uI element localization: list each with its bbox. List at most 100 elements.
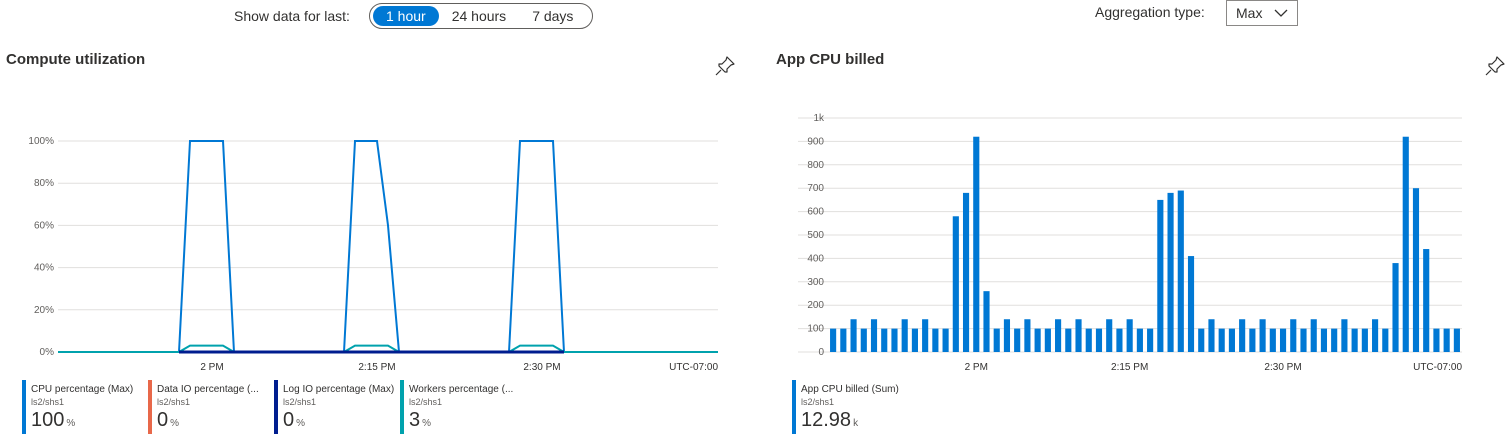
- y-tick-label: 500: [807, 230, 824, 241]
- pin-icon[interactable]: [714, 55, 736, 77]
- bar: [1003, 319, 1011, 352]
- bar: [1075, 319, 1082, 352]
- y-tick-label: 800: [807, 160, 824, 171]
- legend-color-swatch: [792, 380, 796, 434]
- legend-resource: ls2/shs1: [157, 397, 191, 407]
- bar: [1412, 188, 1420, 352]
- legend-resource: ls2/shs1: [801, 397, 835, 407]
- bar: [962, 192, 970, 352]
- x-tick-label: 2 PM: [965, 362, 988, 373]
- bar: [1402, 136, 1409, 352]
- y-tick-label: 700: [807, 183, 824, 194]
- legend-value: 3%: [409, 409, 432, 431]
- bar: [942, 328, 949, 352]
- legend-color-swatch: [400, 380, 404, 434]
- legend-series-name: Log IO percentage (Max): [283, 384, 395, 395]
- y-tick-label: 80%: [34, 178, 54, 189]
- bar: [1085, 328, 1092, 352]
- bar: [1228, 328, 1235, 352]
- bar: [840, 328, 847, 352]
- legend-resource: ls2/shs1: [31, 397, 65, 407]
- bar: [932, 328, 939, 352]
- bar: [850, 319, 857, 352]
- bar: [1372, 319, 1379, 352]
- chevron-down-icon: [1274, 9, 1288, 17]
- pin-icon[interactable]: [1484, 55, 1506, 77]
- compute-utilization-chart: 0% 20% 40% 60% 80% 100% 2 PM 2:15 PM 2:30 PM UTC-…: [28, 136, 718, 373]
- bar: [1218, 328, 1225, 352]
- y-tick-label: 400: [807, 253, 824, 264]
- bar: [1147, 328, 1154, 352]
- bar: [1392, 263, 1399, 352]
- bar: [830, 328, 837, 352]
- y-tick-label: 0: [818, 347, 824, 358]
- bar: [1167, 192, 1174, 352]
- bar: [911, 328, 918, 352]
- x-tick-label: 2 PM: [200, 362, 223, 373]
- legend-series-name: Workers percentage (...: [409, 384, 514, 395]
- bar: [1249, 328, 1256, 352]
- bar: [1290, 319, 1297, 352]
- aggregation-type-value: Max: [1236, 5, 1263, 21]
- bar: [1177, 190, 1184, 352]
- x-tick-label: 2:15 PM: [1111, 362, 1148, 373]
- bar: [1453, 328, 1460, 352]
- app-cpu-billed-title: App CPU billed: [776, 51, 885, 68]
- time-range-toggle: 1 hour 24 hours 7 days: [369, 3, 593, 29]
- y-tick-label: 900: [807, 136, 824, 147]
- bar: [1208, 319, 1215, 352]
- y-tick-label: 100%: [28, 136, 54, 147]
- range-1-hour-button[interactable]: 1 hour: [373, 6, 439, 26]
- show-data-label: Show data for last:: [234, 8, 350, 24]
- bar: [1065, 328, 1072, 352]
- legend-value: 100%: [31, 409, 76, 431]
- range-24-hours-button[interactable]: 24 hours: [451, 8, 507, 24]
- aggregation-type-dropdown[interactable]: Max: [1226, 0, 1298, 26]
- bar: [1310, 319, 1317, 352]
- aggregation-type-label: Aggregation type:: [1095, 4, 1205, 20]
- x-tick-label: 2:15 PM: [358, 362, 395, 373]
- bar: [1269, 328, 1276, 352]
- series-line: [58, 344, 718, 353]
- y-tick-label: 40%: [34, 263, 54, 274]
- legend-color-swatch: [274, 380, 278, 434]
- bar: [1157, 199, 1164, 352]
- bar: [881, 328, 888, 352]
- legend-series-name: App CPU billed (Sum): [801, 384, 899, 395]
- range-7-days-button[interactable]: 7 days: [532, 8, 574, 24]
- bar: [901, 319, 908, 352]
- timezone-label: UTC-07:00: [1413, 362, 1462, 373]
- bar: [1095, 328, 1103, 352]
- legend-series-name: Data IO percentage (...: [157, 384, 259, 395]
- bar: [1116, 328, 1123, 352]
- y-tick-label: 100: [807, 324, 824, 335]
- bar: [1259, 319, 1266, 352]
- bar: [1034, 328, 1041, 352]
- series-line: [58, 140, 718, 353]
- y-tick-label: 20%: [34, 305, 54, 316]
- bar: [870, 319, 878, 352]
- legend-series-name: CPU percentage (Max): [31, 384, 134, 395]
- x-tick-label: 2:30 PM: [1264, 362, 1301, 373]
- legend-value: 0%: [283, 409, 306, 431]
- y-tick-label: 200: [807, 300, 824, 311]
- timezone-label: UTC-07:00: [669, 362, 718, 373]
- bar: [952, 216, 959, 352]
- legend-value: 12.98 k: [801, 409, 859, 431]
- bar: [973, 136, 980, 352]
- bar: [1126, 319, 1133, 352]
- bar: [1044, 328, 1051, 352]
- y-tick-label: 60%: [34, 220, 54, 231]
- y-tick-label: 1k: [813, 113, 825, 124]
- bar: [1187, 256, 1195, 352]
- bar: [1341, 319, 1348, 352]
- bar: [1106, 319, 1113, 352]
- bar: [1443, 328, 1450, 352]
- bar: [1331, 328, 1338, 352]
- y-tick-label: 600: [807, 207, 824, 218]
- bar: [1300, 328, 1307, 352]
- y-tick-label: 300: [807, 277, 824, 288]
- bar: [1014, 328, 1021, 352]
- bar: [1320, 328, 1328, 352]
- bar: [1136, 328, 1143, 352]
